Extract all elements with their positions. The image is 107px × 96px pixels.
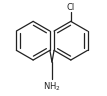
Text: NH$_2$: NH$_2$ <box>43 80 61 93</box>
Text: Cl: Cl <box>67 3 75 12</box>
